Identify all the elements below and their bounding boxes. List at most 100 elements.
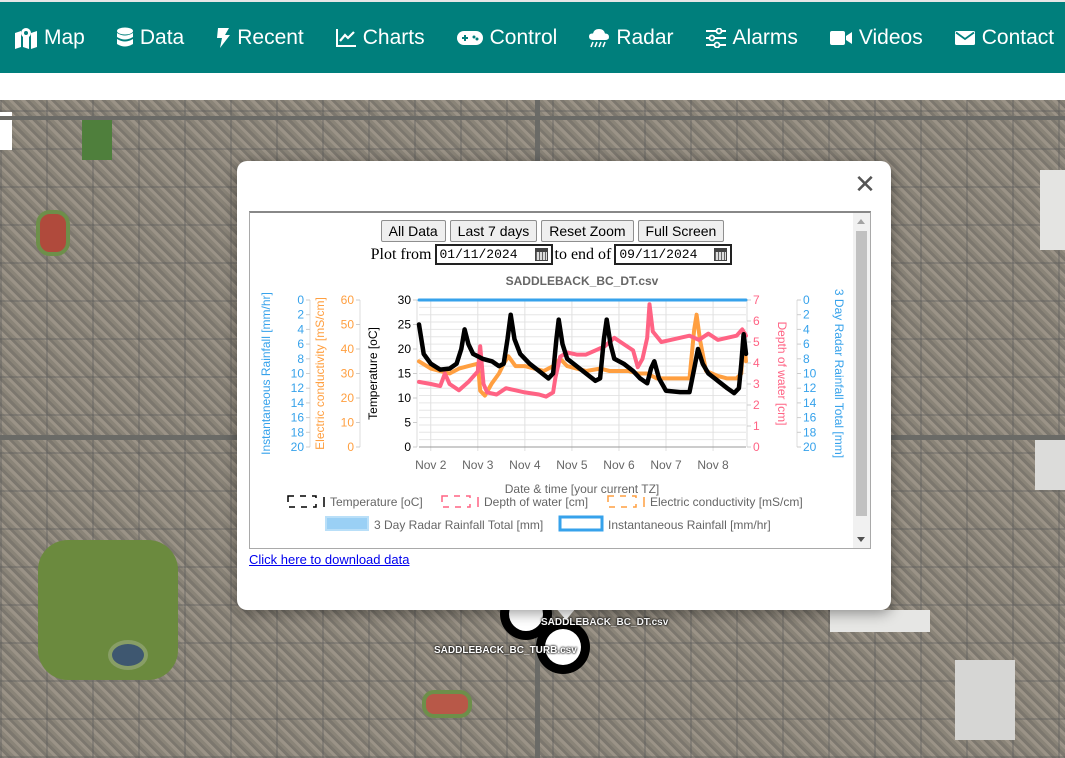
map-feature-track-2 <box>422 690 472 718</box>
y-tick-label: 50 <box>341 318 355 332</box>
top-navbar: Map Data Recent Charts Control Radar Ala… <box>0 0 1065 73</box>
y-tick-label: 10 <box>803 367 817 381</box>
map-feature-track <box>36 210 70 256</box>
x-tick-label: Nov 2 <box>415 458 447 472</box>
x-tick-label: Nov 8 <box>697 458 729 472</box>
calendar-icon[interactable] <box>714 248 728 261</box>
map-feature-road-3 <box>0 116 1065 120</box>
scroll-down-arrow-icon[interactable] <box>857 537 865 542</box>
y-tick-label: 40 <box>341 342 355 356</box>
legend-radar-swatch <box>325 516 369 531</box>
y-tick-label: 0 <box>297 293 304 307</box>
y-axis-title: Temperature [oC] <box>366 327 380 420</box>
y-tick-label: 30 <box>341 367 355 381</box>
y-tick-label: 4 <box>803 322 810 336</box>
y-tick-label: 16 <box>803 411 817 425</box>
chart-title: SADDLEBACK_BC_DT.csv <box>506 274 659 288</box>
y-tick-label: 20 <box>803 440 817 454</box>
x-tick-label: Nov 7 <box>650 458 682 472</box>
reset-zoom-button[interactable]: Reset Zoom <box>541 220 634 242</box>
y-tick-label: 12 <box>291 381 305 395</box>
sliders-icon <box>705 27 726 48</box>
y-tick-label: 3 <box>753 377 760 391</box>
nav-item-videos[interactable]: Videos <box>829 26 923 50</box>
to-date-input[interactable]: 09/11/2024 <box>614 244 733 265</box>
scroll-thumb[interactable] <box>856 231 867 516</box>
full-screen-button[interactable]: Full Screen <box>637 220 725 242</box>
nav-label-radar: Radar <box>616 25 674 49</box>
scroll-up-arrow-icon[interactable] <box>857 219 865 224</box>
y-tick-label: 10 <box>341 416 355 430</box>
series-line-depth-of-water[interactable] <box>417 302 748 399</box>
y-axis-title: Depth of water [cm] <box>775 321 789 425</box>
nav-item-recent[interactable]: Recent <box>215 26 304 50</box>
nav-item-map[interactable]: Map <box>14 26 85 50</box>
nav-label-data: Data <box>139 25 185 49</box>
legend-rainfall-swatch <box>558 515 604 532</box>
y-tick-label: 6 <box>803 337 810 351</box>
nav-item-radar[interactable]: Radar <box>588 25 674 50</box>
x-tick-label: Nov 4 <box>509 458 541 472</box>
from-date-value: 01/11/2024 <box>439 247 518 262</box>
marker-label-dt: SADDLEBACK_BC_DT.csv <box>541 617 669 628</box>
close-icon[interactable]: ✕ <box>854 170 876 200</box>
all-data-button[interactable]: All Data <box>380 220 446 242</box>
x-axis-title: Date & time [your current TZ] <box>505 482 660 496</box>
calendar-icon[interactable] <box>534 248 548 261</box>
legend-depth-label[interactable]: Depth of water [cm] <box>484 495 588 509</box>
nav-item-charts[interactable]: Charts <box>335 26 425 50</box>
nav-label-alarms: Alarms <box>732 25 798 49</box>
y-tick-label: 16 <box>291 411 305 425</box>
y-tick-label: 25 <box>398 318 412 332</box>
y-tick-label: 7 <box>753 293 760 307</box>
map-feature-building-2 <box>1035 435 1065 490</box>
map-feature-building-4 <box>830 610 930 632</box>
legend-ec-label[interactable]: Electric conductivity [mS/cm] <box>650 495 803 509</box>
nav-label-recent: Recent <box>237 25 304 49</box>
legend-ec-swatch <box>607 495 637 508</box>
series-line-temperature[interactable] <box>416 312 749 396</box>
x-tick-label: Nov 6 <box>603 458 635 472</box>
y-tick-label: 18 <box>291 425 305 439</box>
y-tick-label: 0 <box>347 440 354 454</box>
y-tick-label: 8 <box>803 352 810 366</box>
y-tick-label: 10 <box>291 367 305 381</box>
gamepad-icon <box>456 30 483 45</box>
y-tick-label: 20 <box>291 440 305 454</box>
x-tick-label: Nov 5 <box>556 458 588 472</box>
multi-axis-line-chart[interactable]: SADDLEBACK_BC_DT.csv Nov 2 Nov 3 Nov 4 Nov 5… <box>250 271 855 549</box>
date-range-row: Plot from 01/11/2024 to end of 09/11/202… <box>250 244 855 265</box>
legend-radar-label[interactable]: 3 Day Radar Rainfall Total [mm] <box>374 518 543 532</box>
y-tick-label: 1 <box>753 419 760 433</box>
map-feature-building <box>1040 170 1065 250</box>
nav-label-videos: Videos <box>858 25 923 49</box>
y-tick-label: 8 <box>297 352 304 366</box>
legend-temperature-label[interactable]: Temperature [oC] <box>330 495 423 509</box>
y-tick-label: 14 <box>291 396 305 410</box>
legend-rainfall-label[interactable]: Instantaneous Rainfall [mm/hr] <box>608 518 771 532</box>
last-7-days-button[interactable]: Last 7 days <box>449 220 538 242</box>
nav-item-control[interactable]: Control <box>456 26 557 50</box>
map-icon <box>15 27 37 49</box>
y-tick-label: 4 <box>753 356 760 370</box>
nav-item-data[interactable]: Data <box>116 26 184 50</box>
nav-label-map: Map <box>44 25 85 49</box>
from-date-input[interactable]: 01/11/2024 <box>434 244 553 265</box>
download-data-link[interactable]: Click here to download data <box>249 552 410 567</box>
y-tick-label: 2 <box>297 308 304 322</box>
nav-item-alarms[interactable]: Alarms <box>705 26 798 50</box>
map-marker-turb[interactable] <box>536 620 590 674</box>
station-popup: ✕ All Data Last 7 days Reset Zoom Full S… <box>237 161 891 610</box>
y-tick-label: 20 <box>341 391 355 405</box>
to-end-of-label: to end of <box>554 245 612 263</box>
nav-item-contact[interactable]: Contact <box>954 26 1054 50</box>
y-tick-label: 60 <box>341 293 355 307</box>
y-tick-label: 14 <box>803 396 817 410</box>
iframe-scrollbar[interactable] <box>853 213 870 548</box>
y-tick-label: 0 <box>753 440 760 454</box>
y-tick-label: 10 <box>398 391 412 405</box>
y-tick-label: 12 <box>803 381 817 395</box>
y-tick-label: 6 <box>753 314 760 328</box>
line-chart-icon <box>335 28 356 47</box>
cloud-rain-icon <box>589 28 610 47</box>
